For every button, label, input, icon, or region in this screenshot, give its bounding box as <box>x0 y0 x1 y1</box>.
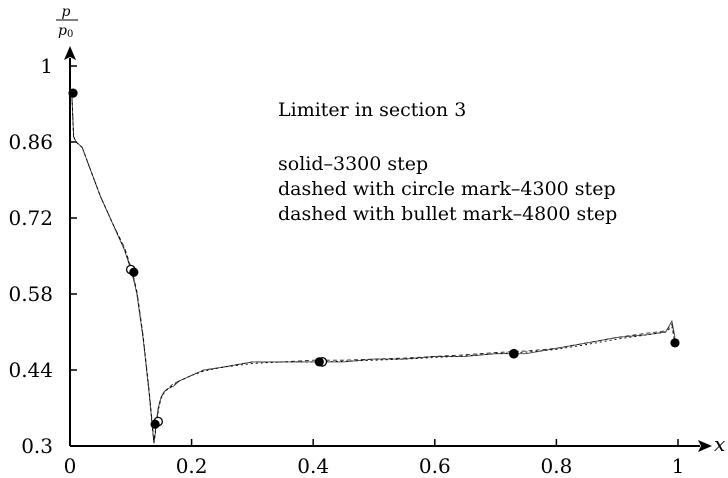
bullet-marker <box>150 419 160 429</box>
series-markers <box>68 88 680 429</box>
x-axis-arrow <box>698 440 712 452</box>
y-tick-label: 0.86 <box>8 130 53 154</box>
ticks: 0 0.2 0.4 0.6 0.8 1 0.3 0.44 0.58 0.72 0.86 1 <box>8 54 684 478</box>
x-tick-label: 1 <box>672 454 685 478</box>
y-axis-label-numerator: p <box>62 4 71 20</box>
bullet-marker <box>314 357 324 367</box>
series-line-dashed-circle <box>71 93 676 441</box>
y-tick-label: 1 <box>40 54 53 78</box>
bullet-marker <box>68 88 78 98</box>
bullet-marker <box>670 338 680 348</box>
y-tick-label: 0.44 <box>8 358 53 382</box>
x-axis-label: x <box>714 432 725 456</box>
axes: x p p0 <box>56 4 725 456</box>
y-axis-arrow <box>64 46 76 60</box>
x-tick-label: 0.6 <box>419 454 451 478</box>
y-tick-label: 0.58 <box>8 282 53 306</box>
series-line-dashed-bullet <box>71 93 676 444</box>
annotations: Limiter in section 3 solid–3300 step dashe… <box>278 99 617 225</box>
x-tick-label: 0.8 <box>540 454 572 478</box>
annotation-text: solid–3300 step <box>278 153 428 175</box>
bullet-marker <box>509 349 519 359</box>
y-axis-label-denominator: p0 <box>58 23 73 40</box>
series-line-solid <box>71 93 676 444</box>
x-tick-label: 0.4 <box>297 454 329 478</box>
x-tick-label: 0 <box>64 454 77 478</box>
bullet-marker <box>129 267 139 277</box>
annotation-text: dashed with circle mark–4300 step <box>278 178 616 200</box>
annotation-text: dashed with bullet mark–4800 step <box>278 203 617 225</box>
series-lines <box>71 93 676 444</box>
y-tick-label: 0.3 <box>21 434 53 458</box>
x-tick-label: 0.2 <box>176 454 208 478</box>
y-tick-label: 0.72 <box>8 206 53 230</box>
annotation-text: Limiter in section 3 <box>278 99 466 121</box>
